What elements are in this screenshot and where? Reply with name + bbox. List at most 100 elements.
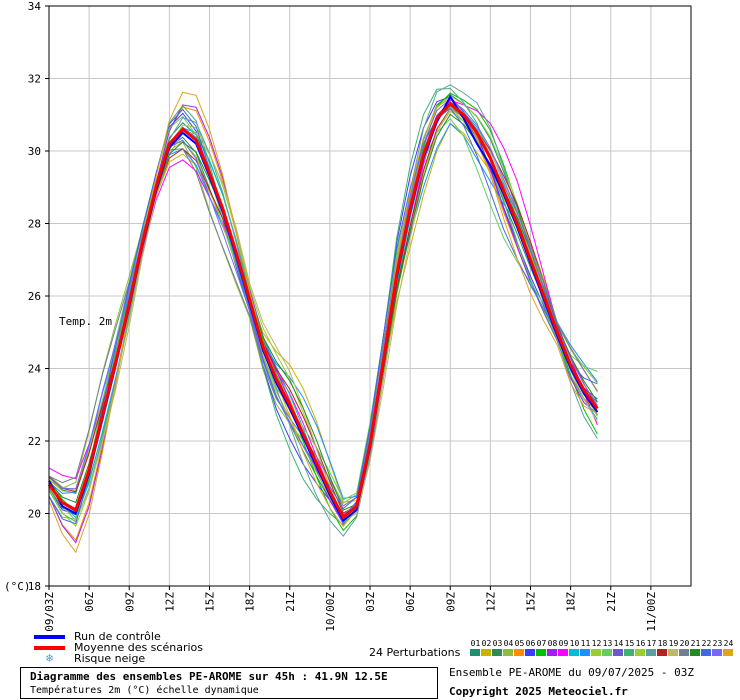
ensemble-member-15	[48, 87, 598, 526]
run-info: Ensemble PE-AROME du 09/07/2025 - 03Z	[449, 666, 695, 679]
perturbation-code: 07	[536, 639, 547, 648]
perturbation-code: 24	[723, 639, 734, 648]
perturbation-color-chip	[569, 649, 579, 656]
perturbation-color-chip	[547, 649, 557, 656]
perturbation-color-chip	[712, 649, 722, 656]
legend-mean-label: Moyenne des scénarios	[74, 641, 203, 654]
perturbation-color-chip	[723, 649, 733, 656]
perturbation-code: 01	[470, 639, 481, 648]
grid	[48, 5, 691, 587]
perturbation-color-chip	[470, 649, 480, 656]
x-tick-label: 06Z	[404, 592, 417, 612]
perturbation-color-chip	[646, 649, 656, 656]
axes: 18 20 22 24 26 28 30 32 34 09/03Z 06Z 09Z 12Z 15Z 18Z 2…	[28, 0, 692, 632]
y-tick-label: 22	[28, 435, 41, 448]
legend-snow: ❄ Risque neige	[34, 651, 146, 665]
y-tick-label: 18	[28, 580, 41, 593]
x-tick-label: 12Z	[163, 592, 176, 612]
perturbation-color-chip	[481, 649, 491, 656]
perturbation-color-chip	[591, 649, 601, 656]
snowflake-icon: ❄	[45, 651, 54, 665]
perturbation-color-chip	[635, 649, 645, 656]
y-axis-unit: (°C)	[4, 580, 31, 593]
x-tick-label: 06Z	[83, 592, 96, 612]
perturbation-color-chip	[668, 649, 678, 656]
legend-control-swatch	[34, 634, 65, 639]
perturbation-count: 24 Perturbations	[369, 646, 461, 659]
legend-mean: Moyenne des scénarios	[34, 641, 203, 654]
perturbation-code: 04	[503, 639, 514, 648]
x-tick-label: 09Z	[123, 592, 136, 612]
perturbation-color-chip	[624, 649, 634, 656]
perturbation-code: 03	[492, 639, 503, 648]
legend-snow-label: Risque neige	[74, 652, 146, 665]
info-box: Diagramme des ensembles PE-AROME sur 45h…	[20, 667, 438, 699]
perturbation-color-chip	[558, 649, 568, 656]
perturbation-code: 21	[690, 639, 701, 648]
y-tick-label: 26	[28, 290, 41, 303]
perturbation-codes: 01 02 03 04 05 06 07 08 09 10 11 12 13 14 15 16 17 18 19 20…	[470, 639, 734, 648]
chart-inner-label: Temp. 2m	[59, 315, 112, 328]
perturbation-code: 22	[701, 639, 712, 648]
y-tick-label: 34	[28, 0, 42, 13]
perturbation-color-chip	[613, 649, 623, 656]
perturbation-color-chip	[602, 649, 612, 656]
x-tick-label: 11/00Z	[645, 592, 658, 632]
perturbation-color-chip	[514, 649, 524, 656]
y-tick-label: 30	[28, 145, 41, 158]
perturbation-color-chips	[470, 649, 734, 656]
x-tick-label: 18Z	[565, 592, 578, 612]
main-lines	[47, 94, 599, 523]
y-tick-label: 32	[28, 73, 41, 86]
perturbation-color-chip	[690, 649, 700, 656]
perturbation-color-chip	[536, 649, 546, 656]
ensemble-mean-line	[47, 101, 599, 520]
perturbation-color-chip	[503, 649, 513, 656]
perturbation-code: 20	[679, 639, 690, 648]
x-tick-label: 12Z	[484, 592, 497, 612]
perturbation-code: 05	[514, 639, 525, 648]
y-tick-label: 24	[28, 363, 42, 376]
x-tick-label: 10/00Z	[324, 592, 337, 632]
x-tick-label: 21Z	[284, 592, 297, 612]
x-tick-label: 21Z	[605, 592, 618, 612]
perturbation-code: 06	[525, 639, 536, 648]
perturbation-color-chip	[580, 649, 590, 656]
perturbation-color-chip	[657, 649, 667, 656]
perturbation-code: 16	[635, 639, 646, 648]
info-subtitle: Températures 2m (°C) échelle dynamique	[30, 685, 259, 696]
legend-control: Run de contrôle	[34, 630, 161, 643]
x-tick-label: 18Z	[244, 592, 257, 612]
perturbation-code: 13	[602, 639, 613, 648]
perturbation-code: 15	[624, 639, 635, 648]
perturbation-code: 19	[668, 639, 679, 648]
perturbation-code: 10	[569, 639, 580, 648]
perturbation-code: 23	[712, 639, 723, 648]
perturbation-code: 11	[580, 639, 591, 648]
plot-frame	[48, 5, 692, 587]
info-title: Diagramme des ensembles PE-AROME sur 45h…	[30, 670, 388, 683]
x-tick-label: 15Z	[204, 592, 217, 612]
perturbation-code: 18	[657, 639, 668, 648]
x-tick-label: 09/03Z	[43, 592, 56, 632]
legend-control-label: Run de contrôle	[74, 630, 161, 643]
perturbation-color-chip	[492, 649, 502, 656]
perturbation-code: 14	[613, 639, 624, 648]
perturbation-color-chip	[701, 649, 711, 656]
x-tick-label: 03Z	[364, 592, 377, 612]
legend-mean-swatch	[34, 645, 65, 650]
y-tick-label: 28	[28, 218, 41, 231]
perturbation-code: 02	[481, 639, 492, 648]
perturbation-code: 17	[646, 639, 657, 648]
y-tick-label: 20	[28, 508, 41, 521]
perturbation-color-chip	[525, 649, 535, 656]
copyright: Copyright 2025 Meteociel.fr	[449, 685, 628, 698]
x-tick-label: 15Z	[525, 592, 538, 612]
x-tick-label: 09Z	[444, 592, 457, 612]
ensemble-member-20	[48, 105, 598, 507]
perturbation-code: 08	[547, 639, 558, 648]
perturbation-code: 09	[558, 639, 569, 648]
perturbation-color-chip	[679, 649, 689, 656]
perturbation-code: 12	[591, 639, 602, 648]
